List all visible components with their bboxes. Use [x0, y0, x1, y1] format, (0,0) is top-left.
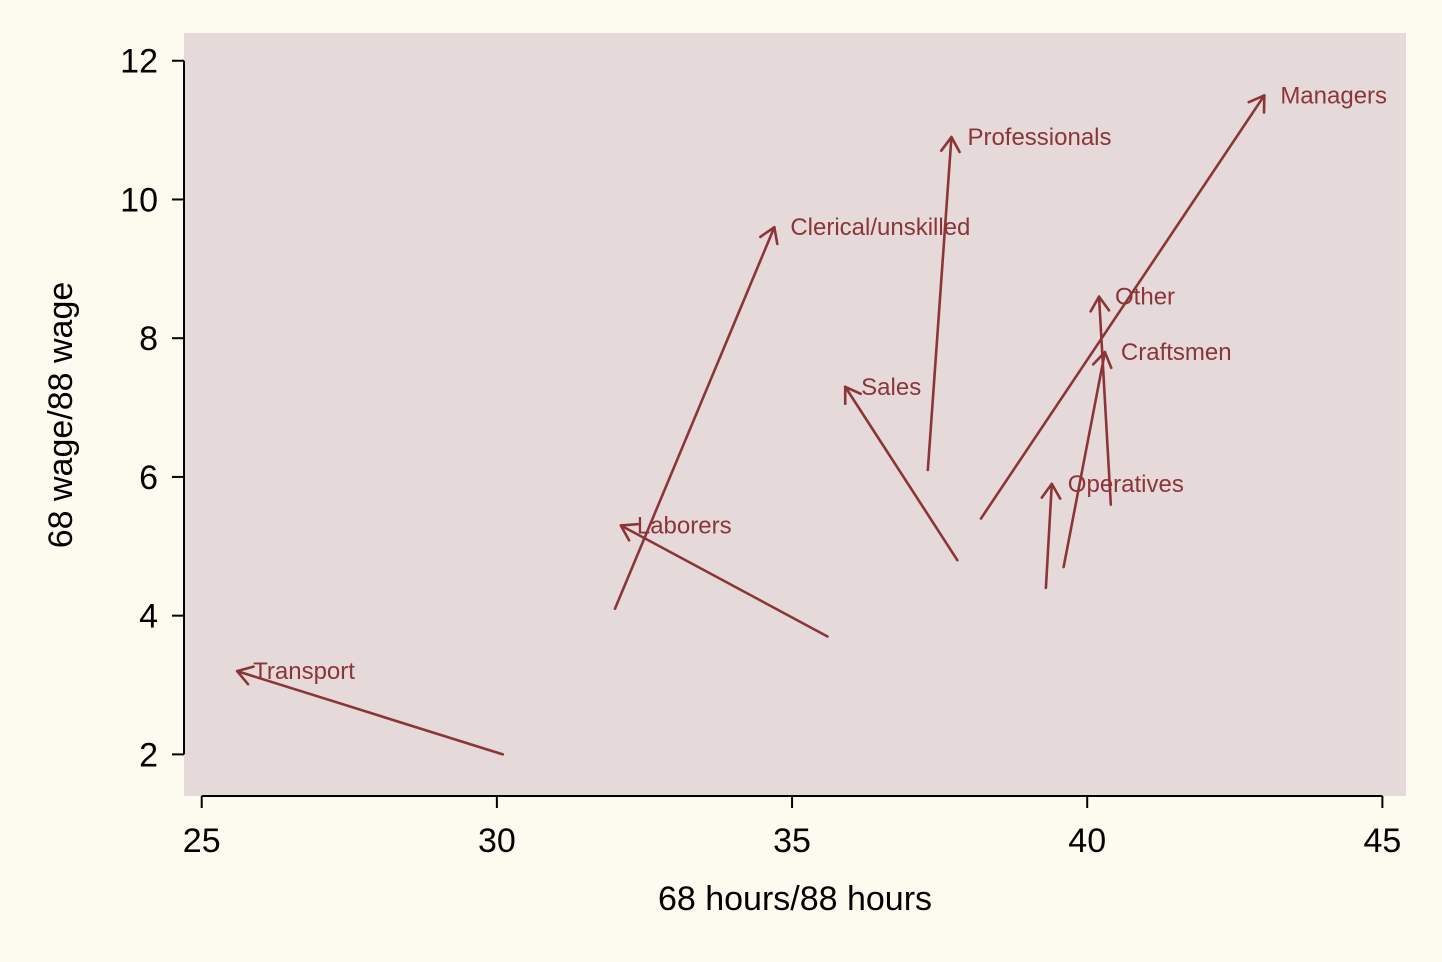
x-tick-label: 25 [183, 822, 221, 860]
x-tick-label: 30 [478, 822, 516, 860]
arrow-label: Craftsmen [1121, 339, 1232, 366]
arrow-shaft [1097, 295, 1113, 506]
arrow-label: Laborers [637, 512, 732, 539]
plot-area [184, 33, 1406, 796]
arrow-label: Professionals [967, 124, 1111, 151]
arrow-shaft [843, 385, 959, 562]
arrow-professionals: Professionals [926, 124, 1112, 472]
arrow-shaft [1044, 482, 1054, 590]
arrow-shaft [926, 135, 953, 472]
arrow-shaft [235, 669, 505, 756]
arrow-head [939, 135, 961, 154]
arrow-series: Transport Laborers Clerical/unskilled Sales… [235, 82, 1387, 756]
arrow-label: Clerical/unskilled [790, 214, 970, 241]
arrow-label: Other [1115, 284, 1175, 311]
arrow-shaft [979, 94, 1266, 520]
y-axis: 2 4 6 8 10 12 [120, 43, 185, 774]
x-axis-title: 68 hours/88 hours [658, 880, 932, 918]
y-tick-label: 2 [139, 736, 158, 774]
y-tick-label: 6 [139, 459, 158, 497]
y-tick-label: 8 [139, 320, 158, 358]
y-axis-title: 68 wage/88 wage [42, 282, 80, 549]
arrow-head [1247, 94, 1266, 114]
arrow-head [1040, 482, 1062, 500]
arrow-other: Other [1089, 284, 1175, 506]
arrow-operatives: Operatives [1040, 471, 1184, 590]
arrow-head [843, 385, 862, 406]
y-tick-label: 12 [120, 43, 158, 81]
arrow-managers: Managers [979, 82, 1387, 520]
arrow-label: Sales [861, 374, 921, 401]
arrow-label: Managers [1280, 82, 1387, 109]
arrow-craftsmen: Craftsmen [1062, 339, 1232, 569]
arrow-head [1091, 350, 1113, 370]
arrow-head [759, 225, 779, 246]
arrow-head [619, 522, 640, 542]
arrow-shaft [613, 225, 776, 611]
x-tick-label: 45 [1363, 822, 1401, 860]
arrow-transport: Transport [235, 658, 505, 756]
x-tick-label: 40 [1068, 822, 1106, 860]
y-tick-label: 4 [139, 598, 158, 636]
arrow-head [1089, 295, 1111, 313]
arrow-shaft [1062, 350, 1107, 569]
arrow-clerical-unskilled: Clerical/unskilled [613, 214, 970, 611]
arrow-shaft [619, 524, 829, 638]
arrow-sales: Sales [843, 374, 959, 562]
arrow-label: Operatives [1068, 471, 1184, 498]
y-tick-label: 10 [120, 181, 158, 219]
x-tick-label: 35 [773, 822, 811, 860]
x-axis: 25 30 35 40 45 [183, 795, 1401, 860]
arrow-head [235, 665, 255, 686]
arrow-label: Transport [253, 658, 355, 685]
